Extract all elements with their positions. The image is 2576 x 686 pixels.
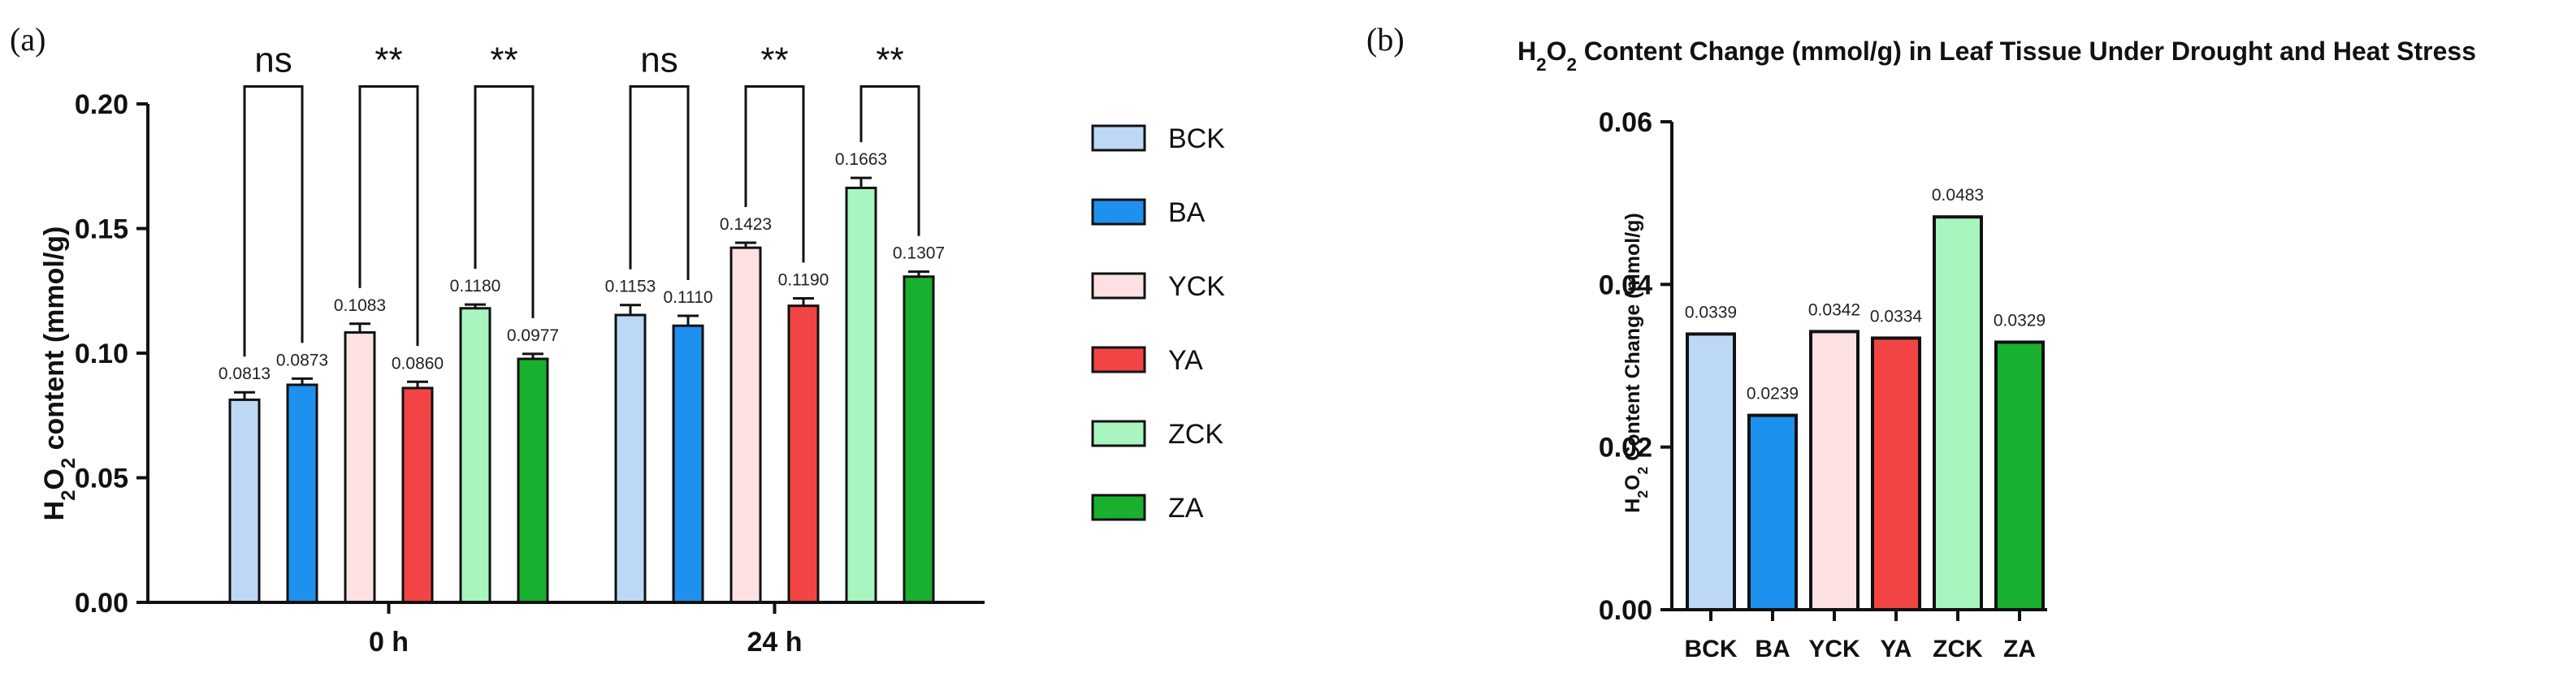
data-label: 0.1423 <box>720 215 772 234</box>
legend-label-yck: YCK <box>1168 271 1225 302</box>
bar-za <box>1994 340 2045 611</box>
significance-bracket <box>474 85 535 318</box>
bar-bck <box>1686 332 1736 611</box>
legend-label-zck: ZCK <box>1168 419 1223 450</box>
legend-label-ya: YA <box>1168 345 1203 376</box>
bar-yck <box>1809 330 1859 611</box>
chart-b-y-ticks: 0.00 0.02 0.04 0.06 <box>1599 107 1672 626</box>
x-tick-label: 0 h <box>369 627 409 658</box>
data-label: 0.1153 <box>605 278 656 296</box>
bar-bck-0 <box>228 398 261 604</box>
chart-b-axes <box>1670 122 2047 611</box>
chart-b-title: H2O2 Content Change (mmol/g) in Leaf Tis… <box>1517 37 2476 75</box>
chart-a: (a) 0.000.050.100.150.20 0.08130.11530.0… <box>10 21 985 658</box>
x-tick-label: BCK <box>1685 636 1738 662</box>
x-tick-label: YCK <box>1808 636 1860 662</box>
chart-a-axes <box>146 104 985 604</box>
x-tick-label: ZA <box>2003 636 2036 662</box>
data-label: 0.1083 <box>334 296 386 315</box>
x-tick-label: YA <box>1881 636 1912 662</box>
bar-zck-1 <box>845 186 877 604</box>
bar-za-0 <box>517 357 549 604</box>
chart-a-significance: ns ** ** ns ** ** <box>243 41 920 357</box>
chart-b-bars: 0.0339 0.0239 0.0342 0.0334 0.0483 0.0329 <box>1685 186 2046 611</box>
bar-ya <box>1871 336 1921 611</box>
bar-ba-0 <box>286 383 318 604</box>
y-tick-label: 0.00 <box>75 588 128 619</box>
panel-label-a: (a) <box>10 21 45 58</box>
significance-bracket <box>744 85 805 263</box>
significance-bracket <box>243 85 304 357</box>
chart-a-bars: 0.0813 0.1153 0.0873 0.1110 0.1083 0.1423 0.08… <box>219 150 945 604</box>
significance-label: ** <box>374 41 402 80</box>
bar-zck-0 <box>459 307 491 604</box>
x-tick-label: ZCK <box>1933 636 1983 662</box>
significance-label: ** <box>760 41 788 80</box>
y-tick-label: 0.02 <box>1599 433 1652 464</box>
legend-label-za: ZA <box>1168 493 1204 524</box>
y-tick-label: 0.00 <box>1599 595 1652 626</box>
bar-ya-1 <box>787 304 820 604</box>
chart-b: (b) H2O2 Content Change (mmol/g) in Leaf… <box>1366 21 2476 662</box>
chart-a-y-axis-label: H2O2 content (mmol/g) <box>39 227 80 521</box>
data-label: 0.0339 <box>1685 303 1737 321</box>
data-label: 0.0239 <box>1747 385 1799 403</box>
chart-b-y-axis-label: H2O2 Content Change (mmol/g) <box>1621 213 1651 512</box>
legend-label-ba: BA <box>1168 197 1206 228</box>
bar-zck <box>1933 215 1983 611</box>
legend-label-bck: BCK <box>1168 123 1225 154</box>
data-label: 0.1110 <box>663 288 712 307</box>
bar-ba <box>1747 413 1798 611</box>
legend-swatch-ya <box>1091 346 1146 373</box>
y-tick-label: 0.05 <box>75 464 128 494</box>
x-tick-label: BA <box>1755 636 1790 662</box>
data-label: 0.0860 <box>392 354 444 373</box>
bar-ba-1 <box>672 324 704 604</box>
legend: BCK BA YCK YA ZCK ZA <box>1091 123 1225 524</box>
legend-swatch-zck <box>1091 420 1146 447</box>
panel-label-b: (b) <box>1366 21 1405 58</box>
data-label: 0.0334 <box>1870 307 1923 326</box>
chart-a-y-ticks: 0.00 0.05 0.10 0.15 0.20 <box>75 89 148 619</box>
chart-b-x-ticks: BCK BA YCK YA ZCK ZA <box>1685 610 2036 662</box>
legend-swatch-yck <box>1091 272 1146 300</box>
significance-label: ns <box>254 41 292 80</box>
y-tick-label: 0.20 <box>75 89 128 120</box>
bar-ya-0 <box>401 386 434 604</box>
significance-bracket <box>859 85 920 236</box>
y-tick-label: 0.06 <box>1599 107 1652 138</box>
significance-label: ns <box>640 41 678 80</box>
significance-bracket <box>629 85 690 280</box>
significance-label: ** <box>490 41 517 80</box>
data-label: 0.0873 <box>276 351 328 369</box>
data-label: 0.1663 <box>835 150 887 169</box>
data-label: 0.0342 <box>1808 300 1860 319</box>
legend-swatch-bck <box>1091 124 1146 152</box>
bar-yck-1 <box>730 246 762 604</box>
data-label: 0.0977 <box>507 326 559 345</box>
data-label: 0.1307 <box>893 244 945 263</box>
y-tick-label: 0.10 <box>75 339 128 369</box>
data-label: 0.1190 <box>778 270 829 289</box>
bar-yck-0 <box>344 331 376 604</box>
bar-bck-1 <box>614 313 647 604</box>
data-label: 0.1180 <box>450 277 501 296</box>
legend-swatch-ba <box>1091 198 1146 226</box>
bar-za-1 <box>903 275 935 604</box>
significance-label: ** <box>876 41 903 80</box>
data-label: 0.0813 <box>219 365 271 383</box>
chart-a-x-ticks: 0 h 24 h <box>369 602 803 658</box>
y-tick-label: 0.04 <box>1599 270 1652 300</box>
data-label: 0.0329 <box>1994 311 2046 330</box>
y-tick-label: 0.15 <box>75 214 128 245</box>
significance-bracket <box>358 85 419 347</box>
data-label: 0.0483 <box>1932 186 1984 205</box>
legend-swatch-za <box>1091 494 1146 521</box>
x-tick-label: 24 h <box>747 627 802 658</box>
